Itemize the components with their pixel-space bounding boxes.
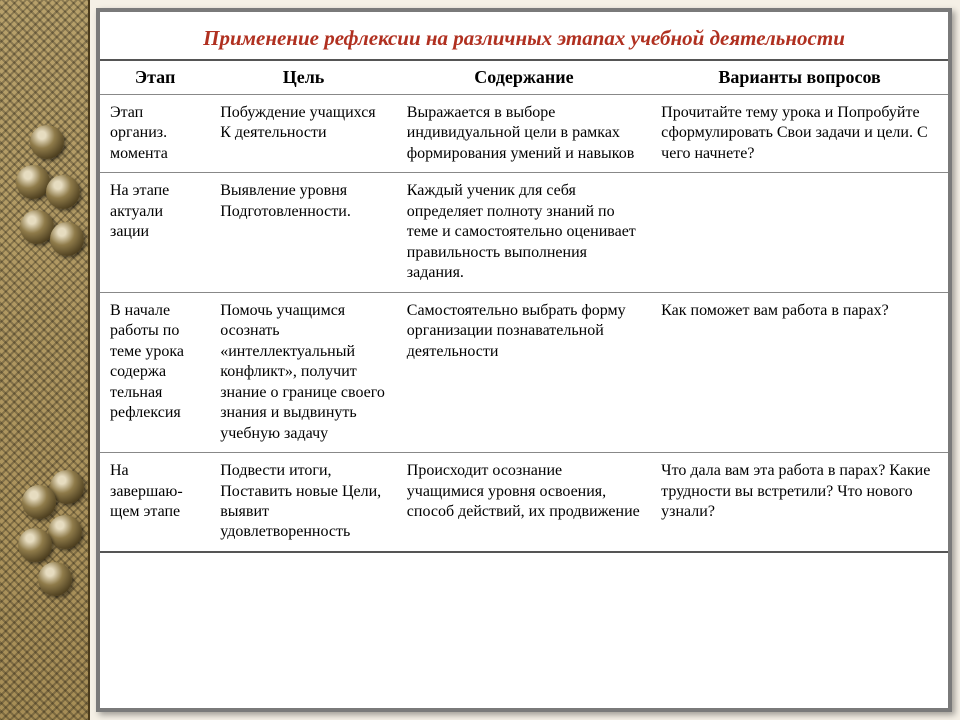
cell-questions: Прочитайте тему урока и Попробуйте сформ… [651, 95, 948, 173]
table-row: На завершаю- щем этапе Подвести итоги, П… [100, 453, 948, 552]
bead-icon [38, 562, 72, 596]
bead-icon [30, 125, 64, 159]
col-header-goal: Цель [210, 60, 397, 95]
reflection-table: Этап Цель Содержание Варианты вопросов Э… [100, 59, 948, 553]
table-row: Этап организ. момента Побуждение учащихс… [100, 95, 948, 173]
col-header-content: Содержание [397, 60, 651, 95]
bead-icon [20, 210, 54, 244]
col-header-questions: Варианты вопросов [651, 60, 948, 95]
col-header-stage: Этап [100, 60, 210, 95]
bead-icon [46, 175, 80, 209]
cell-content: Каждый ученик для себя определяет полнот… [397, 173, 651, 292]
cell-stage: Этап организ. момента [100, 95, 210, 173]
cell-content: Происходит осознание учащимися уровня ос… [397, 453, 651, 552]
bead-icon [50, 222, 84, 256]
decorative-border-left [0, 0, 90, 720]
cell-stage: На этапе актуали зации [100, 173, 210, 292]
cell-stage: В начале работы по теме урока содержа те… [100, 292, 210, 452]
cell-content: Выражается в выборе индивидуальной цели … [397, 95, 651, 173]
table-row: На этапе актуали зации Выявление уровня … [100, 173, 948, 292]
cell-content: Самостоятельно выбрать форму организации… [397, 292, 651, 452]
cell-goal: Помочь учащимся осознать «интеллектуальн… [210, 292, 397, 452]
table-row: В начале работы по теме урока содержа те… [100, 292, 948, 452]
bead-icon [18, 528, 52, 562]
table-header-row: Этап Цель Содержание Варианты вопросов [100, 60, 948, 95]
page-title: Применение рефлексии на различных этапах… [110, 26, 938, 51]
cell-goal: Подвести итоги, Поставить новые Цели, вы… [210, 453, 397, 552]
cell-goal: Побуждение учащихся К деятельности [210, 95, 397, 173]
cell-goal: Выявление уровня Подготовленности. [210, 173, 397, 292]
bead-icon [22, 485, 56, 519]
cell-questions: Как поможет вам работа в парах? [651, 292, 948, 452]
bead-icon [48, 515, 82, 549]
cell-questions: Что дала вам эта работа в парах? Какие т… [651, 453, 948, 552]
slide-frame: Применение рефлексии на различных этапах… [96, 8, 952, 712]
bead-icon [16, 165, 50, 199]
cell-questions [651, 173, 948, 292]
cell-stage: На завершаю- щем этапе [100, 453, 210, 552]
